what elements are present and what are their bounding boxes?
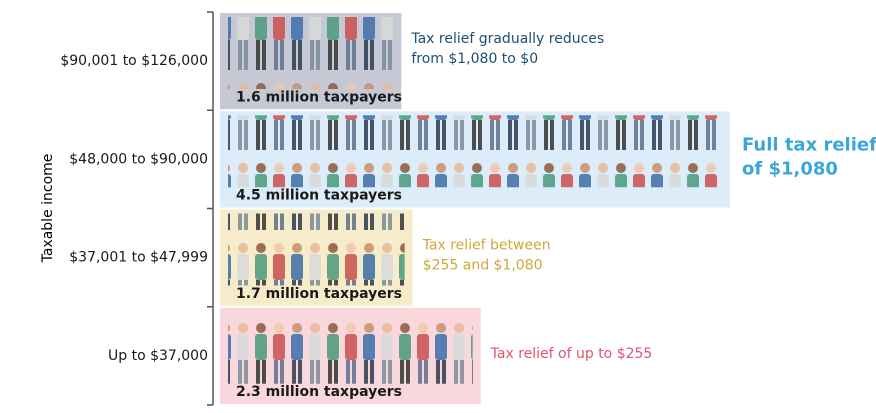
annotation: Tax relief of up to $255 [490,346,653,362]
value-label: 4.5 million taxpayers [236,188,402,204]
category-label: $37,001 to $47,999 [69,250,208,266]
people-illustration [228,311,473,384]
people-illustration [228,115,722,188]
category-label: $48,000 to $90,000 [69,151,208,167]
annotation: Tax relief between [422,238,551,254]
category-label: Up to $37,000 [108,348,208,364]
annotation: of $1,080 [742,158,838,179]
annotation: Tax relief gradually reduces [410,31,604,47]
category-label: $90,001 to $126,000 [60,53,208,69]
people-illustration [228,213,405,286]
value-label: 1.6 million taxpayers [236,89,402,105]
annotation: $255 and $1,080 [423,258,543,274]
value-label: 1.7 million taxpayers [236,286,402,302]
value-label: 2.3 million taxpayers [236,384,402,400]
y-axis-label: Taxable income [40,154,56,264]
people-illustration [228,17,394,89]
annotation: Full tax relief [742,134,876,155]
annotation: from $1,080 to $0 [411,51,538,67]
